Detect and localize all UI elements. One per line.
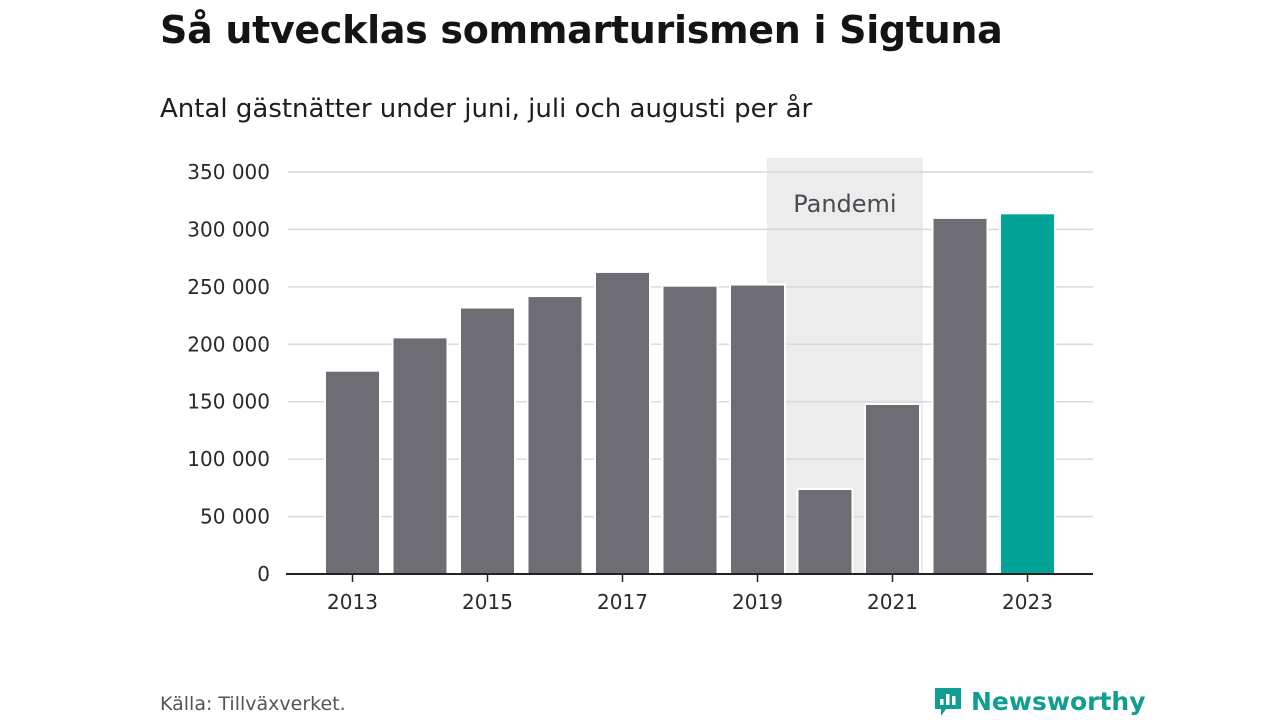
- bar-2014: [391, 336, 449, 575]
- bars: [324, 212, 1056, 575]
- bar-2013: [324, 369, 381, 575]
- y-tick-label: 200 000: [187, 332, 270, 356]
- y-tick-label: 0: [257, 562, 270, 586]
- brand-logo: Newsworthy: [933, 684, 1146, 718]
- y-tick-label: 250 000: [187, 275, 270, 299]
- bar-2020: [796, 488, 854, 575]
- y-tick-label: 350 000: [187, 160, 270, 184]
- pandemic-label: Pandemi: [793, 190, 896, 218]
- x-axis-ticks: 2013 2015 2017 2019 2021 2023: [327, 574, 1053, 614]
- bar-2019: [729, 283, 786, 575]
- bar-2015: [459, 306, 516, 575]
- bar-2018: [661, 284, 719, 575]
- y-axis-ticks: 0 50 000 100 000 150 000 200 000 250 000 300 0…: [187, 160, 270, 586]
- bar-2017: [594, 270, 651, 575]
- bar-chart: Pandemi 0 50 000 100 000 150 000 200 000 250 …: [187, 158, 1093, 614]
- bar-2016: [526, 295, 584, 575]
- chart-subtitle: Antal gästnätter under juni, juli och au…: [160, 94, 813, 124]
- bar-2023: [999, 212, 1056, 575]
- x-tick-label: 2021: [867, 590, 918, 614]
- brand-name: Newsworthy: [971, 686, 1146, 716]
- source-note: Källa: Tillväxverket.: [160, 693, 346, 715]
- x-tick-label: 2013: [327, 590, 378, 614]
- x-tick-label: 2017: [597, 590, 648, 614]
- chart-title: Så utvecklas sommarturismen i Sigtuna: [160, 8, 1003, 52]
- y-tick-label: 300 000: [187, 217, 270, 241]
- y-tick-label: 150 000: [187, 390, 270, 414]
- bar-2021: [864, 403, 921, 575]
- bar-2022: [931, 216, 989, 575]
- x-tick-label: 2023: [1002, 590, 1053, 614]
- x-tick-label: 2019: [732, 590, 783, 614]
- y-tick-label: 50 000: [200, 505, 270, 529]
- x-tick-label: 2015: [462, 590, 513, 614]
- newsworthy-logo-icon: [935, 688, 961, 716]
- y-tick-label: 100 000: [187, 447, 270, 471]
